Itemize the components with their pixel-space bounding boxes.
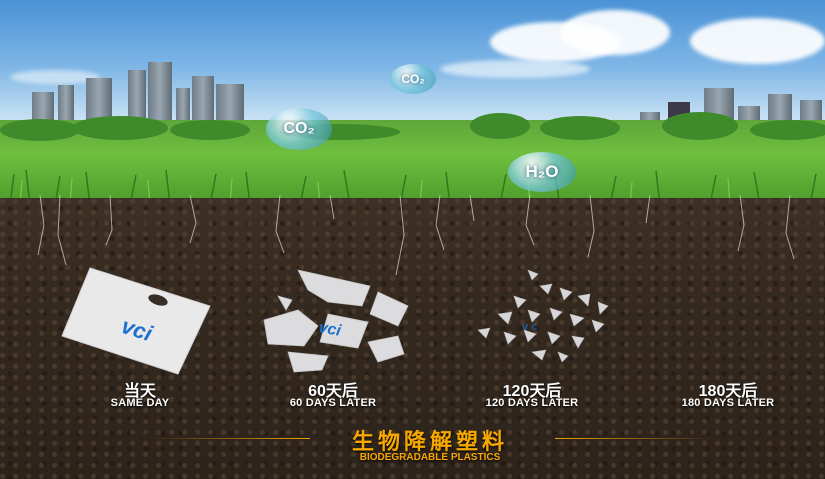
h2o-label: H₂O [525, 162, 559, 181]
footer-divider-right [555, 438, 715, 439]
co2-label: CO₂ [401, 72, 425, 86]
stage-label-en: SAME DAY [110, 397, 170, 409]
footer-title-en: BIODEGRADABLE PLASTICS [359, 452, 501, 463]
stage-label-en: 60 DAYS LATER [289, 397, 377, 409]
bag-logo-faded: vci [317, 319, 342, 340]
stage-label-cn: 120天后 [502, 383, 562, 400]
cloud [690, 18, 825, 64]
h2o-bubble: H₂O [508, 152, 576, 192]
fragmented-bag-120-days-image: v c [477, 269, 609, 363]
intact-bag-image: vci [61, 267, 211, 375]
cloud [560, 10, 670, 55]
bag-logo-remnant: v c [522, 321, 537, 333]
cloud [440, 60, 590, 78]
co2-bubble: CO₂ [390, 64, 436, 94]
stage-label-cn: 180天后 [698, 383, 758, 400]
footer-divider-left [150, 438, 310, 439]
cloud [10, 70, 100, 84]
footer-title-cn: 生物降解塑料 [351, 429, 508, 454]
roots [37, 195, 795, 276]
stage-label-cn: 当天 [123, 383, 156, 400]
tree-line [0, 112, 825, 141]
stage-label-cn: 60天后 [308, 383, 358, 400]
stage-label-en: 180 DAYS LATER [681, 397, 775, 409]
co2-bubble: CO₂ [266, 108, 332, 150]
degraded-bag-60-days-image: vci [263, 269, 409, 373]
co2-label: CO₂ [283, 120, 315, 137]
stage-label-en: 120 DAYS LATER [485, 397, 579, 409]
